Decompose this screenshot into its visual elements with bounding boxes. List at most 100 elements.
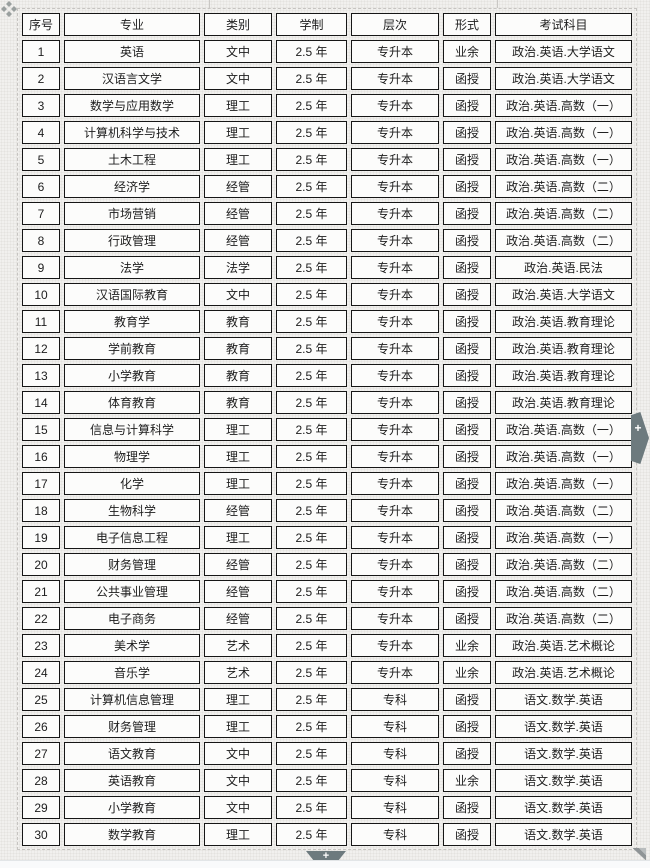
- cell-r19-c6[interactable]: 政治.英语.高数（一）: [495, 526, 632, 549]
- cell-r1-c5[interactable]: 业余: [443, 40, 491, 63]
- column-header-5[interactable]: 形式: [443, 13, 491, 36]
- cell-r11-c0[interactable]: 11: [22, 310, 60, 333]
- cell-r27-c5[interactable]: 函授: [443, 742, 491, 765]
- cell-r5-c1[interactable]: 土木工程: [64, 148, 200, 171]
- cell-r26-c1[interactable]: 财务管理: [64, 715, 200, 738]
- cell-r24-c2[interactable]: 艺术: [204, 661, 272, 684]
- cell-r17-c1[interactable]: 化学: [64, 472, 200, 495]
- cell-r18-c6[interactable]: 政治.英语.高数（二）: [495, 499, 632, 522]
- cell-r8-c1[interactable]: 行政管理: [64, 229, 200, 252]
- cell-r4-c1[interactable]: 计算机科学与技术: [64, 121, 200, 144]
- cell-r7-c1[interactable]: 市场营销: [64, 202, 200, 225]
- cell-r20-c6[interactable]: 政治.英语.高数（二）: [495, 553, 632, 576]
- cell-r12-c5[interactable]: 函授: [443, 337, 491, 360]
- cell-r30-c0[interactable]: 30: [22, 823, 60, 846]
- cell-r14-c5[interactable]: 函授: [443, 391, 491, 414]
- column-header-4[interactable]: 层次: [351, 13, 439, 36]
- cell-r23-c6[interactable]: 政治.英语.艺术概论: [495, 634, 632, 657]
- cell-r9-c6[interactable]: 政治.英语.民法: [495, 256, 632, 279]
- cell-r19-c4[interactable]: 专升本: [351, 526, 439, 549]
- cell-r7-c5[interactable]: 函授: [443, 202, 491, 225]
- cell-r22-c2[interactable]: 经管: [204, 607, 272, 630]
- cell-r17-c4[interactable]: 专升本: [351, 472, 439, 495]
- cell-r2-c5[interactable]: 函授: [443, 67, 491, 90]
- cell-r17-c6[interactable]: 政治.英语.高数（一）: [495, 472, 632, 495]
- cell-r24-c0[interactable]: 24: [22, 661, 60, 684]
- cell-r16-c3[interactable]: 2.5 年: [276, 445, 347, 468]
- cell-r28-c4[interactable]: 专科: [351, 769, 439, 792]
- cell-r12-c6[interactable]: 政治.英语.教育理论: [495, 337, 632, 360]
- cell-r25-c2[interactable]: 理工: [204, 688, 272, 711]
- cell-r27-c6[interactable]: 语文.数学.英语: [495, 742, 632, 765]
- cell-r25-c4[interactable]: 专科: [351, 688, 439, 711]
- cell-r24-c6[interactable]: 政治.英语.艺术概论: [495, 661, 632, 684]
- cell-r7-c0[interactable]: 7: [22, 202, 60, 225]
- cell-r10-c5[interactable]: 函授: [443, 283, 491, 306]
- column-header-3[interactable]: 学制: [276, 13, 347, 36]
- cell-r26-c2[interactable]: 理工: [204, 715, 272, 738]
- cell-r2-c4[interactable]: 专升本: [351, 67, 439, 90]
- cell-r8-c0[interactable]: 8: [22, 229, 60, 252]
- cell-r29-c4[interactable]: 专科: [351, 796, 439, 819]
- cell-r25-c6[interactable]: 语文.数学.英语: [495, 688, 632, 711]
- cell-r5-c0[interactable]: 5: [22, 148, 60, 171]
- cell-r23-c2[interactable]: 艺术: [204, 634, 272, 657]
- cell-r28-c0[interactable]: 28: [22, 769, 60, 792]
- column-header-0[interactable]: 序号: [22, 13, 60, 36]
- cell-r20-c5[interactable]: 函授: [443, 553, 491, 576]
- cell-r19-c5[interactable]: 函授: [443, 526, 491, 549]
- cell-r3-c3[interactable]: 2.5 年: [276, 94, 347, 117]
- cell-r25-c3[interactable]: 2.5 年: [276, 688, 347, 711]
- cell-r5-c5[interactable]: 函授: [443, 148, 491, 171]
- cell-r3-c0[interactable]: 3: [22, 94, 60, 117]
- cell-r17-c2[interactable]: 理工: [204, 472, 272, 495]
- cell-r3-c2[interactable]: 理工: [204, 94, 272, 117]
- cell-r28-c1[interactable]: 英语教育: [64, 769, 200, 792]
- cell-r17-c5[interactable]: 函授: [443, 472, 491, 495]
- cell-r10-c2[interactable]: 文中: [204, 283, 272, 306]
- column-header-1[interactable]: 专业: [64, 13, 200, 36]
- cell-r16-c1[interactable]: 物理学: [64, 445, 200, 468]
- cell-r17-c3[interactable]: 2.5 年: [276, 472, 347, 495]
- cell-r11-c1[interactable]: 教育学: [64, 310, 200, 333]
- cell-r5-c6[interactable]: 政治.英语.高数（一）: [495, 148, 632, 171]
- cell-r10-c0[interactable]: 10: [22, 283, 60, 306]
- cell-r28-c2[interactable]: 文中: [204, 769, 272, 792]
- cell-r11-c4[interactable]: 专升本: [351, 310, 439, 333]
- cell-r22-c5[interactable]: 函授: [443, 607, 491, 630]
- cell-r11-c2[interactable]: 教育: [204, 310, 272, 333]
- cell-r14-c1[interactable]: 体育教育: [64, 391, 200, 414]
- cell-r20-c4[interactable]: 专升本: [351, 553, 439, 576]
- bottom-scrollbar-track[interactable]: [0, 860, 650, 868]
- cell-r9-c4[interactable]: 专升本: [351, 256, 439, 279]
- cell-r5-c2[interactable]: 理工: [204, 148, 272, 171]
- cell-r12-c1[interactable]: 学前教育: [64, 337, 200, 360]
- cell-r23-c3[interactable]: 2.5 年: [276, 634, 347, 657]
- cell-r14-c0[interactable]: 14: [22, 391, 60, 414]
- cell-r27-c0[interactable]: 27: [22, 742, 60, 765]
- cell-r16-c0[interactable]: 16: [22, 445, 60, 468]
- cell-r22-c4[interactable]: 专升本: [351, 607, 439, 630]
- cell-r18-c1[interactable]: 生物科学: [64, 499, 200, 522]
- cell-r19-c3[interactable]: 2.5 年: [276, 526, 347, 549]
- cell-r22-c6[interactable]: 政治.英语.高数（二）: [495, 607, 632, 630]
- cell-r1-c0[interactable]: 1: [22, 40, 60, 63]
- cell-r6-c0[interactable]: 6: [22, 175, 60, 198]
- cell-r27-c4[interactable]: 专科: [351, 742, 439, 765]
- cell-r16-c6[interactable]: 政治.英语.高数（一）: [495, 445, 632, 468]
- cell-r27-c3[interactable]: 2.5 年: [276, 742, 347, 765]
- cell-r3-c1[interactable]: 数学与应用数学: [64, 94, 200, 117]
- cell-r15-c4[interactable]: 专升本: [351, 418, 439, 441]
- cell-r14-c4[interactable]: 专升本: [351, 391, 439, 414]
- cell-r4-c2[interactable]: 理工: [204, 121, 272, 144]
- cell-r5-c3[interactable]: 2.5 年: [276, 148, 347, 171]
- cell-r13-c0[interactable]: 13: [22, 364, 60, 387]
- cell-r23-c4[interactable]: 专升本: [351, 634, 439, 657]
- cell-r15-c3[interactable]: 2.5 年: [276, 418, 347, 441]
- cell-r18-c0[interactable]: 18: [22, 499, 60, 522]
- cell-r28-c5[interactable]: 业余: [443, 769, 491, 792]
- cell-r3-c5[interactable]: 函授: [443, 94, 491, 117]
- cell-r14-c6[interactable]: 政治.英语.教育理论: [495, 391, 632, 414]
- cell-r29-c3[interactable]: 2.5 年: [276, 796, 347, 819]
- cell-r28-c6[interactable]: 语文.数学.英语: [495, 769, 632, 792]
